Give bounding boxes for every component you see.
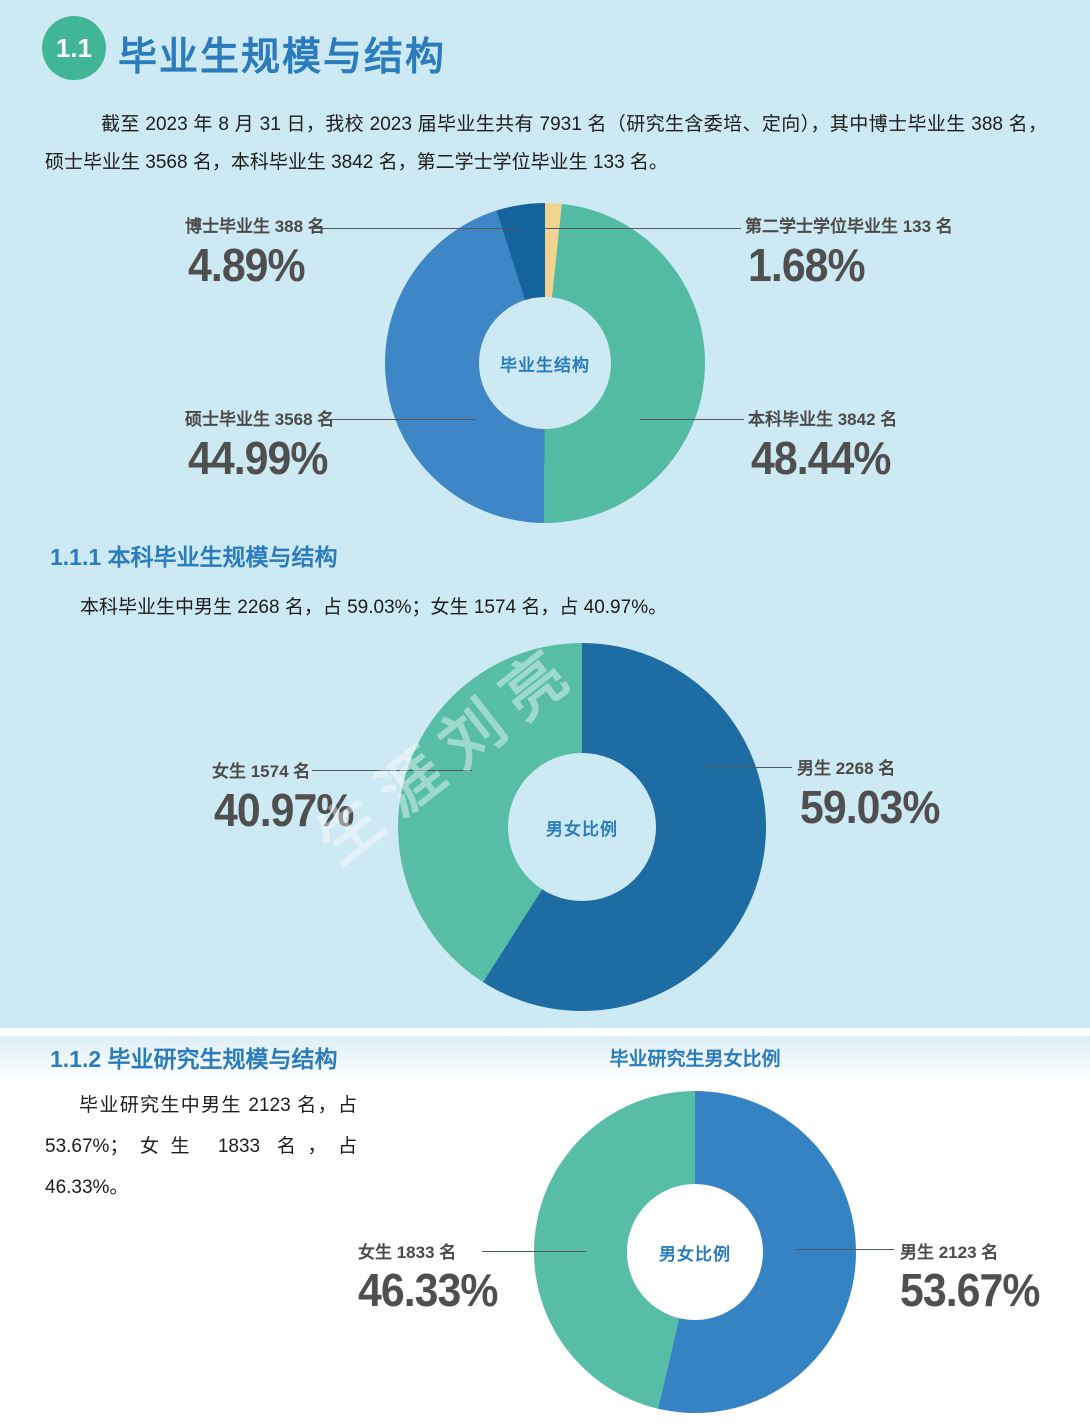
slice-label-male: 男生 2123 名 [900,1243,999,1262]
slice-pct-female: 40.97% [214,784,354,836]
section-fade [0,1036,1090,1082]
leader-line [312,228,520,229]
slice-pct-doctor: 4.89% [188,239,306,291]
heading-1-1-1: 1.1.1 本科毕业生规模与结构 [50,544,338,570]
slice-pct-male: 53.67% [900,1264,1040,1316]
section-number-badge: 1.1 [42,16,106,80]
slice-label-master: 硕士毕业生 3568 名 [185,410,335,429]
donut-hole: 毕业生结构 [479,297,611,429]
slice-pct-second-degree: 1.68% [748,239,866,291]
slice-label-male: 男生 2268 名 [797,759,896,778]
chart-center-label: 毕业生结构 [500,355,590,375]
slice-label-second-degree: 第二学士学位毕业生 133 名 [745,217,953,236]
slice-pct-bachelor: 48.44% [751,432,891,484]
slice-label-female: 女生 1833 名 [358,1243,457,1262]
slice-pct-female: 46.33% [358,1264,498,1316]
heading-1-1-2: 1.1.2 毕业研究生规模与结构 [50,1046,338,1072]
donut-hole: 男女比例 [508,753,656,901]
donut-chart-undergrad-gender: 男女比例 [398,643,766,1011]
slice-label-doctor: 博士毕业生 388 名 [185,217,325,236]
slice-label-female: 女生 1574 名 [212,762,311,781]
page-title: 毕业生规模与结构 [118,36,447,79]
leader-line [322,419,475,420]
leader-line [796,1249,894,1250]
chart-center-label: 男女比例 [659,1244,731,1264]
top-section-background: 1.1 毕业生规模与结构 截至 2023 年 8 月 31 日，我校 2023 … [0,0,1090,1028]
slice-label-bachelor: 本科毕业生 3842 名 [748,410,898,429]
leader-line [312,770,472,771]
leader-line [545,228,741,229]
chart-title-postgrad-gender: 毕业研究生男女比例 [609,1049,781,1070]
paragraph-1-1-1: 本科毕业生中男生 2268 名，占 59.03%；女生 1574 名，占 40.… [80,597,668,618]
intro-paragraph: 截至 2023 年 8 月 31 日，我校 2023 届毕业生共有 7931 名… [45,114,1047,173]
leader-line [704,767,792,768]
donut-hole: 男女比例 [627,1184,763,1320]
donut-chart-postgrad-gender: 男女比例 [534,1091,856,1413]
slice-pct-master: 44.99% [188,432,328,484]
leader-line [640,419,744,420]
leader-line [482,1251,586,1252]
donut-chart-graduate-structure: 毕业生结构 [385,203,705,523]
paragraph-1-1-2: 毕业研究生中男生 2123 名，占 53.67%；女生 1833 名，占 46.… [45,1095,357,1198]
slice-pct-male: 59.03% [800,781,940,833]
chart-center-label: 男女比例 [546,819,618,839]
